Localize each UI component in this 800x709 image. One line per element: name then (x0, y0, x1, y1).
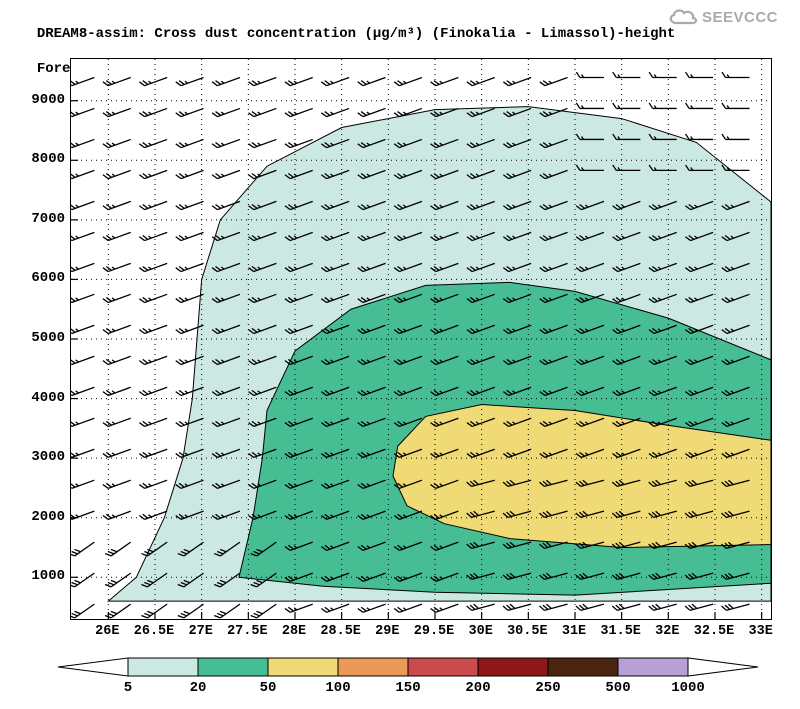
legend-threshold: 250 (535, 680, 560, 696)
color-legend: 5 20 50 100 150 200 250 500 1000 (48, 656, 768, 700)
cloud-icon (666, 6, 700, 28)
legend-threshold: 1000 (671, 680, 705, 696)
logo-text: SEEVCCC (702, 9, 778, 26)
y-tick-label: 9000 (31, 92, 65, 108)
y-tick-label: 5000 (31, 330, 65, 346)
y-tick-label: 2000 (31, 509, 65, 525)
x-tick-label: 30.5E (507, 624, 548, 639)
x-tick-label: 28E (282, 624, 306, 639)
x-tick-label: 32E (655, 624, 679, 639)
legend-threshold: 20 (190, 680, 207, 696)
legend-threshold: 50 (260, 680, 277, 696)
legend-threshold: 500 (605, 680, 630, 696)
logo-seevccc: SEEVCCC (666, 6, 778, 28)
y-tick-label: 1000 (31, 568, 65, 584)
cross-section-plot (70, 58, 772, 620)
x-tick-label: 29E (375, 624, 399, 639)
y-tick-label: 7000 (31, 211, 65, 227)
legend-threshold: 5 (124, 680, 132, 696)
y-tick-label: 4000 (31, 390, 65, 406)
y-tick-label: 6000 (31, 270, 65, 286)
legend-threshold: 150 (395, 680, 420, 696)
x-tick-label: 33E (749, 624, 773, 639)
x-tick-label: 31.5E (600, 624, 641, 639)
x-tick-label: 27E (189, 624, 213, 639)
x-tick-label: 26E (95, 624, 119, 639)
x-tick-label: 32.5E (694, 624, 735, 639)
x-tick-label: 29.5E (414, 624, 455, 639)
y-tick-label: 8000 (31, 151, 65, 167)
x-tick-label: 27.5E (227, 624, 268, 639)
legend-threshold: 100 (325, 680, 350, 696)
wind-barbs (71, 59, 771, 619)
legend-threshold: 200 (465, 680, 490, 696)
x-tick-label: 30E (469, 624, 493, 639)
title-line-1: DREAM8-assim: Cross dust concentration (… (37, 26, 676, 42)
x-tick-label: 31E (562, 624, 586, 639)
x-tick-label: 28.5E (320, 624, 361, 639)
y-tick-label: 3000 (31, 449, 65, 465)
x-tick-label: 26.5E (134, 624, 175, 639)
